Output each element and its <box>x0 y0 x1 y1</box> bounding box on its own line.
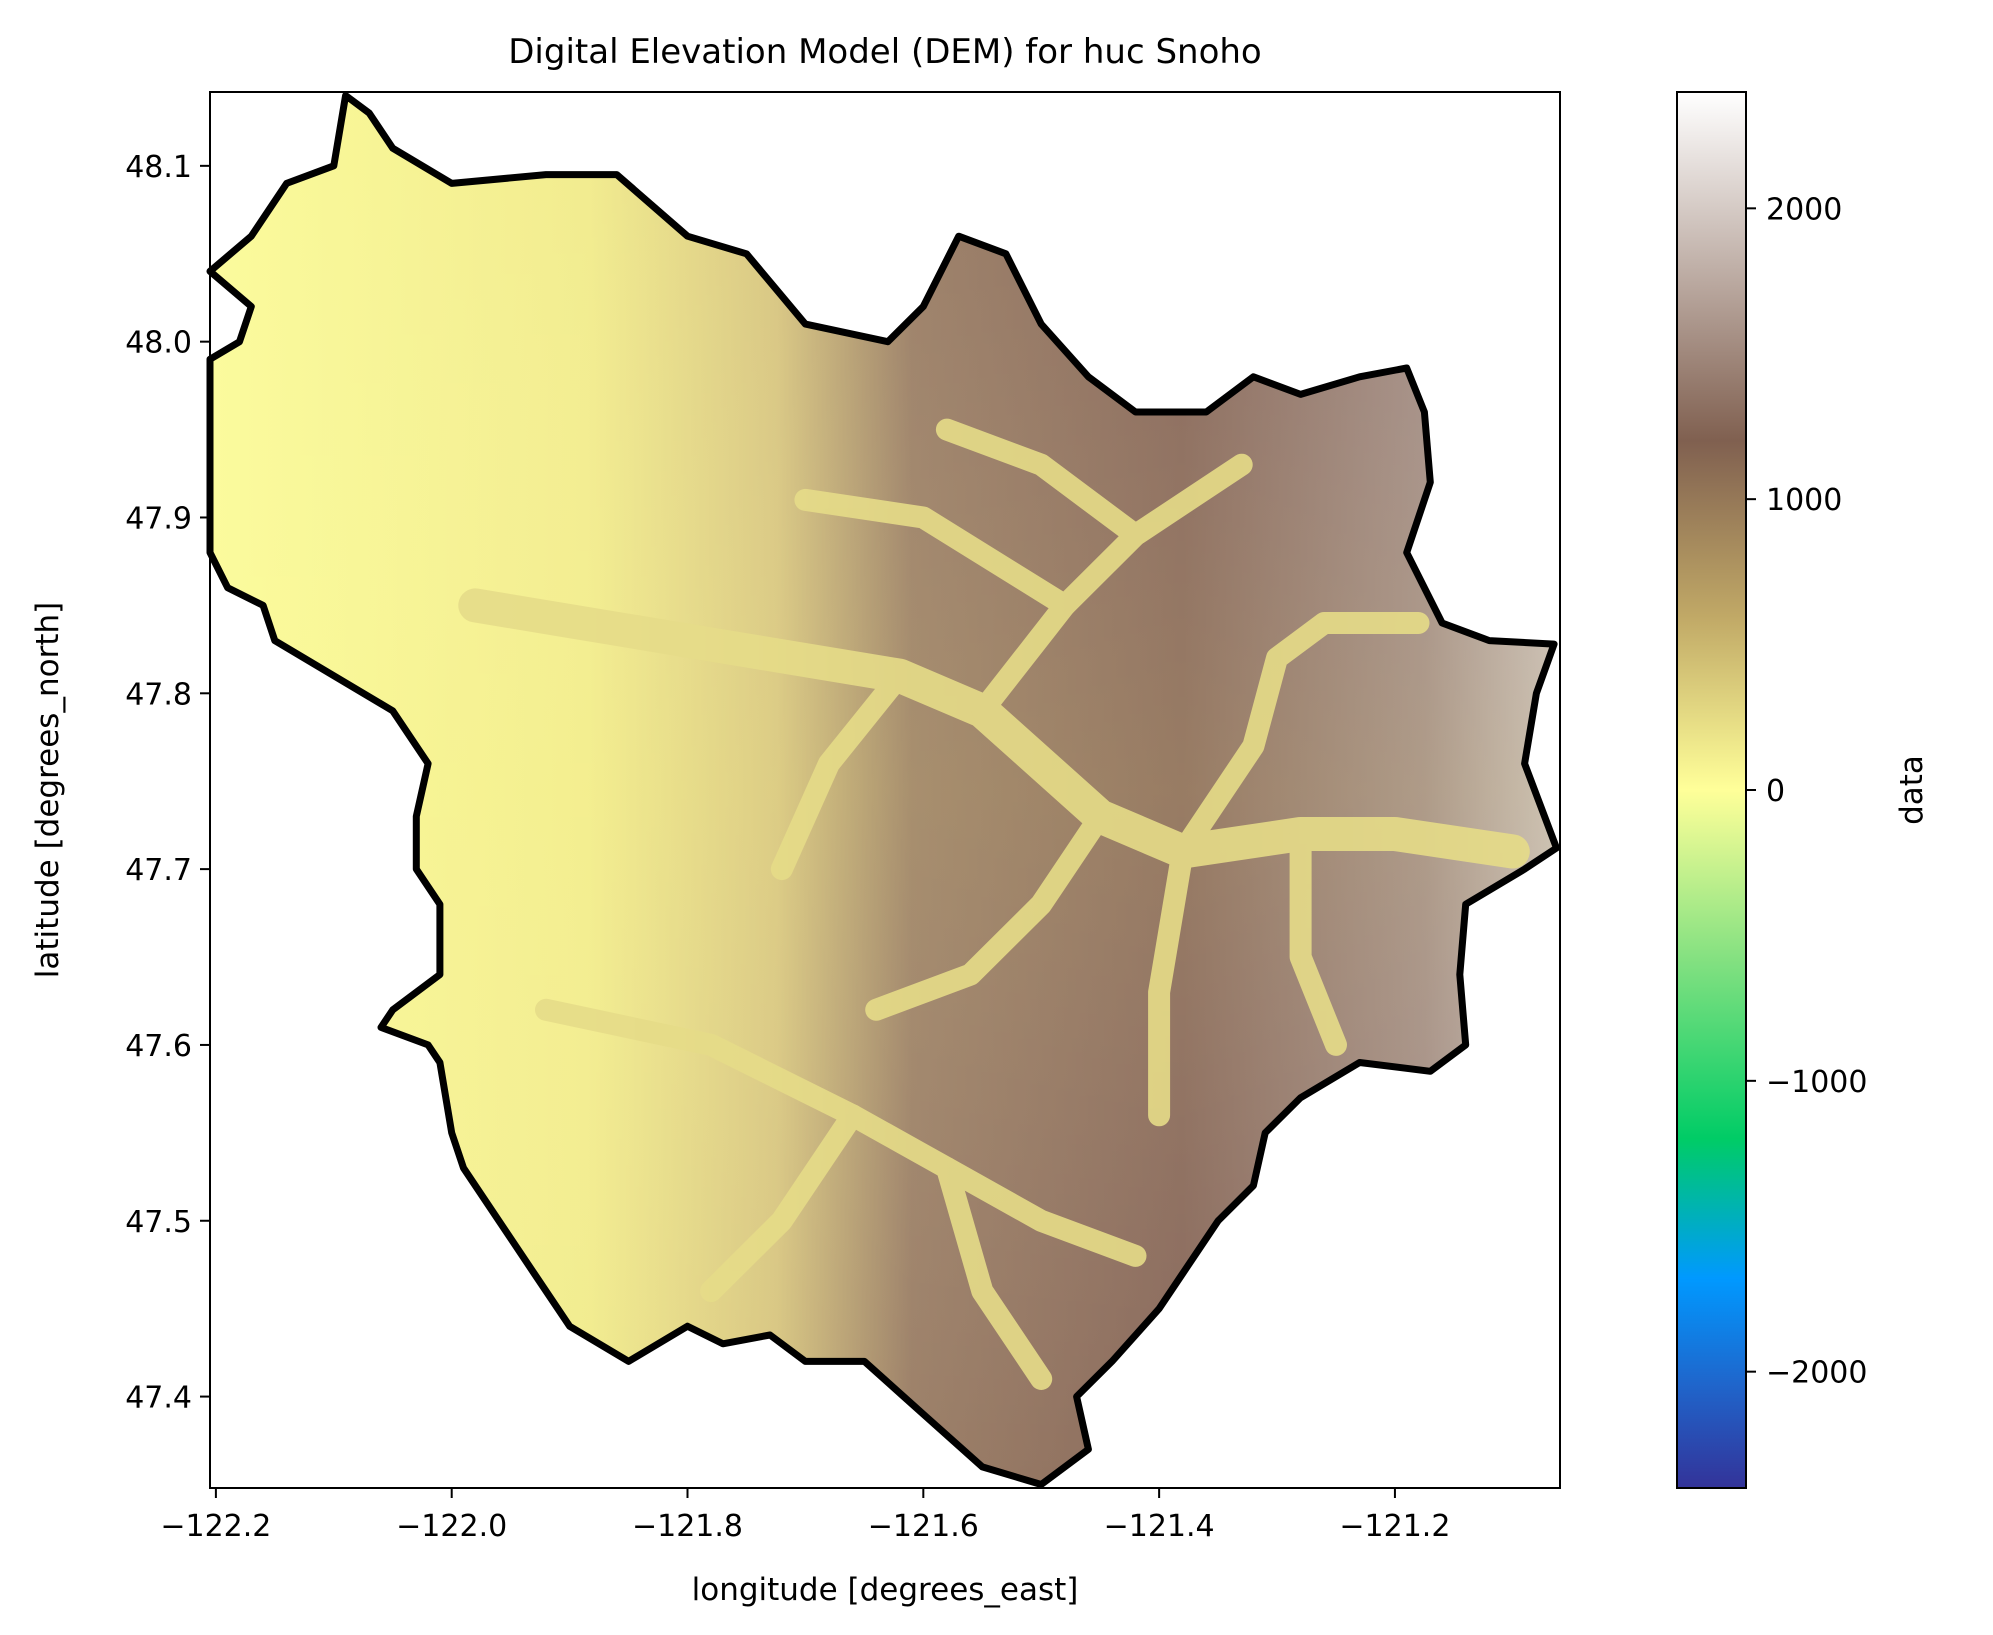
colorbar-tick-label: 1000 <box>1766 483 1842 518</box>
river-valley <box>865 805 1112 1021</box>
y-tick-label: 47.9 <box>125 501 192 536</box>
river-valley <box>935 1157 1053 1390</box>
y-tick-label: 47.6 <box>125 1029 192 1064</box>
river-valley <box>935 418 1147 547</box>
colorbar-tick-label: −1000 <box>1766 1065 1867 1100</box>
colorbar-label: data <box>1894 755 1930 825</box>
plot-frame <box>209 91 1561 1489</box>
x-tick-label: −121.8 <box>632 1509 743 1544</box>
colorbar: −2000 −1000 0 1000 2000 data <box>1676 91 1930 1489</box>
river-valley <box>770 664 911 881</box>
x-axis: −122.2 −122.0 −121.8 −121.6 −121.4 −121.2 <box>160 1488 1450 1544</box>
y-tick-label: 48.0 <box>125 326 192 361</box>
river-valley <box>1171 612 1430 863</box>
river-valley <box>535 998 1147 1267</box>
x-tick-label: −122.0 <box>396 1509 507 1544</box>
basin-boundary <box>206 92 1560 1488</box>
colorbar-tick-label: −2000 <box>1766 1356 1867 1391</box>
x-axis-label: longitude [degrees_east] <box>692 1572 1079 1608</box>
x-tick-label: −121.4 <box>1104 1509 1215 1544</box>
river-valley <box>1289 823 1347 1056</box>
y-tick-label: 47.7 <box>125 853 192 888</box>
river-valley <box>794 488 1076 617</box>
dem-shading <box>210 95 1557 1485</box>
y-tick-label: 47.8 <box>125 677 192 712</box>
y-tick-label: 47.5 <box>125 1205 192 1240</box>
y-tick-label: 47.4 <box>125 1381 192 1416</box>
x-tick-label: −121.6 <box>868 1509 979 1544</box>
y-tick-label: 48.1 <box>125 150 192 185</box>
y-axis-label: latitude [degrees_north] <box>30 602 66 978</box>
y-axis: 47.4 47.5 47.6 47.7 47.8 47.9 48.0 48.1 <box>125 150 210 1416</box>
chart-title: Digital Elevation Model (DEM) for huc Sn… <box>508 32 1261 72</box>
colorbar-ticks: −2000 −1000 0 1000 2000 <box>1746 192 1867 1391</box>
x-tick-label: −122.2 <box>160 1509 271 1544</box>
colorbar-gradient <box>1676 91 1747 1489</box>
river-valley <box>1148 840 1194 1127</box>
map-plot-area: −122.2 −122.0 −121.8 −121.6 −121.4 −121.2 47.… <box>125 91 1561 1544</box>
x-tick-label: −121.2 <box>1339 1509 1450 1544</box>
river-valleys <box>458 418 1530 1390</box>
colorbar-tick-label: 0 <box>1766 774 1785 809</box>
river-valley <box>971 453 1253 722</box>
colorbar-tick-label: 2000 <box>1766 192 1842 227</box>
river-valley <box>700 1104 864 1303</box>
